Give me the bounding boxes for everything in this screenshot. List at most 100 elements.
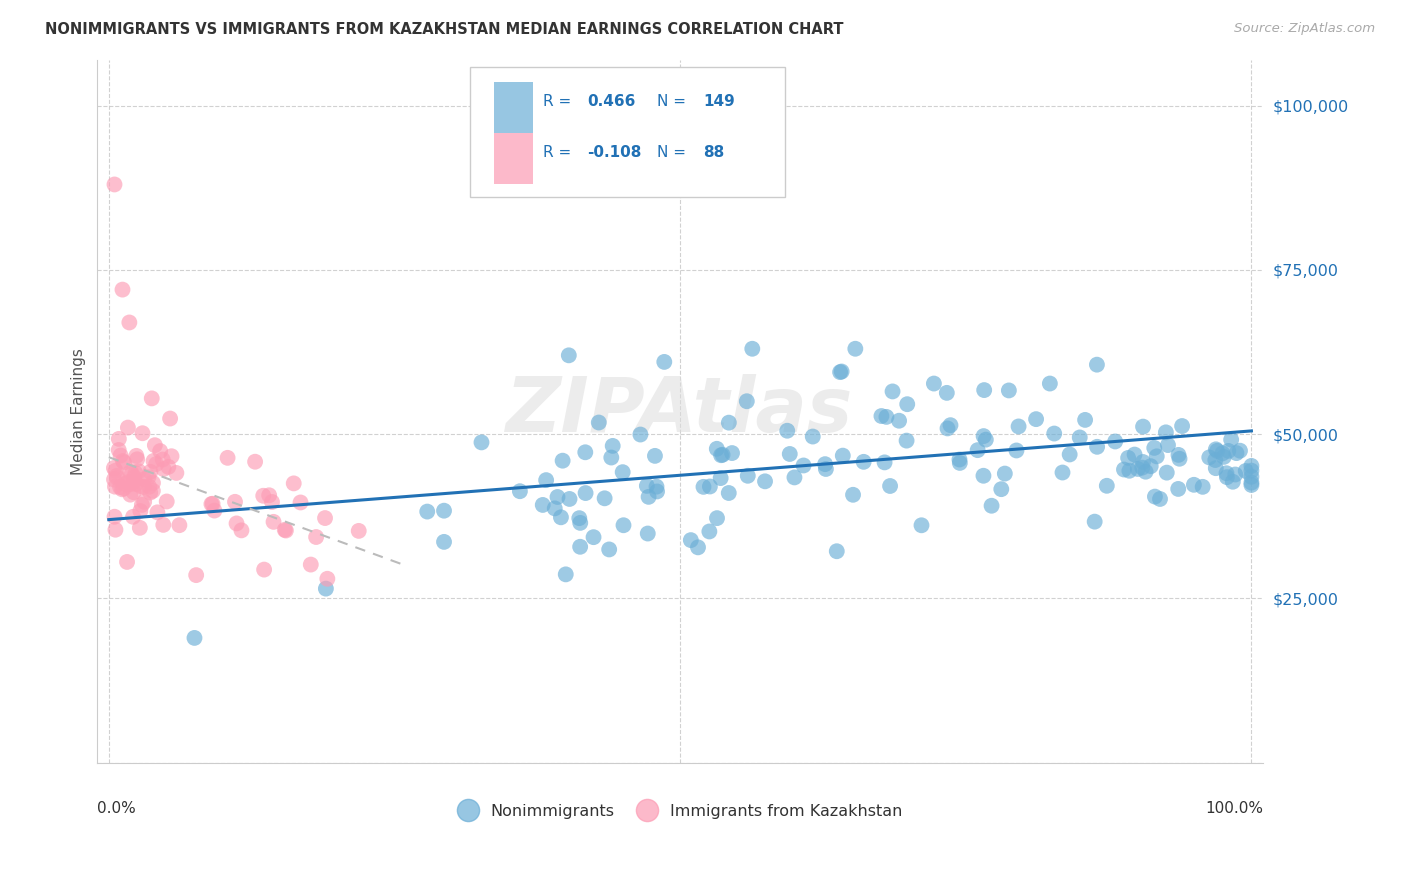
Point (547, 490, 569, 504)
Point (152, 452, 174, 467)
Point (204, 503, 226, 517)
Point (990, 482, 1012, 496)
Text: 0.466: 0.466 (586, 95, 636, 110)
Text: 0.0%: 0.0% (97, 801, 136, 816)
Text: R =: R = (543, 145, 571, 160)
Point (200, 497, 222, 511)
Point (1084, 515, 1107, 529)
Point (710, 471, 733, 485)
Point (1225, 446, 1247, 460)
Point (793, 458, 815, 473)
Point (103, 509, 125, 524)
Point (1074, 413, 1097, 427)
Point (887, 414, 910, 428)
Point (1005, 443, 1028, 458)
Point (1118, 464, 1140, 478)
Point (896, 434, 918, 448)
Point (125, 477, 148, 491)
Point (1135, 465, 1157, 479)
Point (131, 426, 153, 441)
Point (159, 411, 181, 425)
Point (156, 494, 179, 508)
FancyBboxPatch shape (494, 134, 533, 184)
Point (142, 483, 165, 498)
Point (1204, 453, 1226, 467)
FancyBboxPatch shape (471, 67, 785, 197)
Point (120, 465, 142, 479)
Point (124, 470, 146, 484)
Point (974, 433, 997, 447)
Point (110, 449, 132, 463)
Point (737, 468, 759, 483)
Point (1143, 441, 1166, 455)
Point (717, 486, 740, 500)
Point (593, 491, 616, 506)
Point (201, 497, 224, 511)
Point (305, 530, 328, 544)
Point (966, 443, 988, 458)
Point (127, 452, 149, 467)
Point (706, 511, 728, 525)
Point (1168, 451, 1191, 466)
Point (509, 484, 531, 499)
Point (1215, 467, 1237, 481)
Point (217, 450, 239, 465)
Point (980, 499, 1002, 513)
Point (1139, 459, 1161, 474)
Point (612, 465, 634, 479)
Point (146, 505, 169, 519)
Point (612, 518, 634, 533)
Point (290, 495, 312, 509)
Point (1171, 419, 1194, 434)
Point (558, 491, 581, 506)
Point (124, 466, 146, 480)
Point (779, 447, 801, 461)
Point (1132, 455, 1154, 469)
Point (1234, 464, 1257, 478)
Text: Source: ZipAtlas.com: Source: ZipAtlas.com (1234, 22, 1375, 36)
Text: NONIMMIGRANTS VS IMMIGRANTS FROM KAZAKHSTAN MEDIAN EARNINGS CORRELATION CHART: NONIMMIGRANTS VS IMMIGRANTS FROM KAZAKHS… (45, 22, 844, 37)
Point (544, 501, 567, 516)
Point (1156, 466, 1178, 480)
Point (825, 544, 848, 558)
Point (433, 534, 456, 549)
Point (699, 524, 721, 539)
Point (1206, 443, 1229, 458)
Point (111, 283, 134, 297)
Point (844, 342, 866, 356)
Point (1069, 430, 1091, 444)
Point (896, 397, 918, 411)
Point (1146, 450, 1168, 464)
Point (1222, 475, 1244, 489)
Point (1085, 440, 1108, 454)
Point (316, 572, 339, 586)
Point (186, 568, 208, 582)
Point (1240, 478, 1263, 492)
Point (1218, 443, 1240, 458)
Point (602, 439, 624, 453)
Point (283, 476, 305, 491)
Point (1240, 464, 1263, 478)
Point (1043, 426, 1066, 441)
Point (776, 424, 799, 438)
Point (315, 582, 337, 596)
Point (314, 511, 336, 525)
Point (131, 480, 153, 494)
Point (973, 383, 995, 397)
Point (1216, 470, 1239, 484)
Point (699, 479, 721, 493)
Point (936, 421, 959, 435)
Point (117, 420, 139, 434)
Point (554, 567, 576, 582)
Point (1220, 433, 1243, 447)
Point (1132, 419, 1154, 434)
Point (118, 477, 141, 491)
Point (706, 442, 728, 456)
Point (125, 449, 148, 463)
Point (107, 442, 129, 457)
Text: R =: R = (543, 95, 571, 110)
Text: N =: N = (657, 145, 686, 160)
Point (152, 462, 174, 476)
Point (274, 523, 297, 537)
Point (831, 364, 853, 378)
